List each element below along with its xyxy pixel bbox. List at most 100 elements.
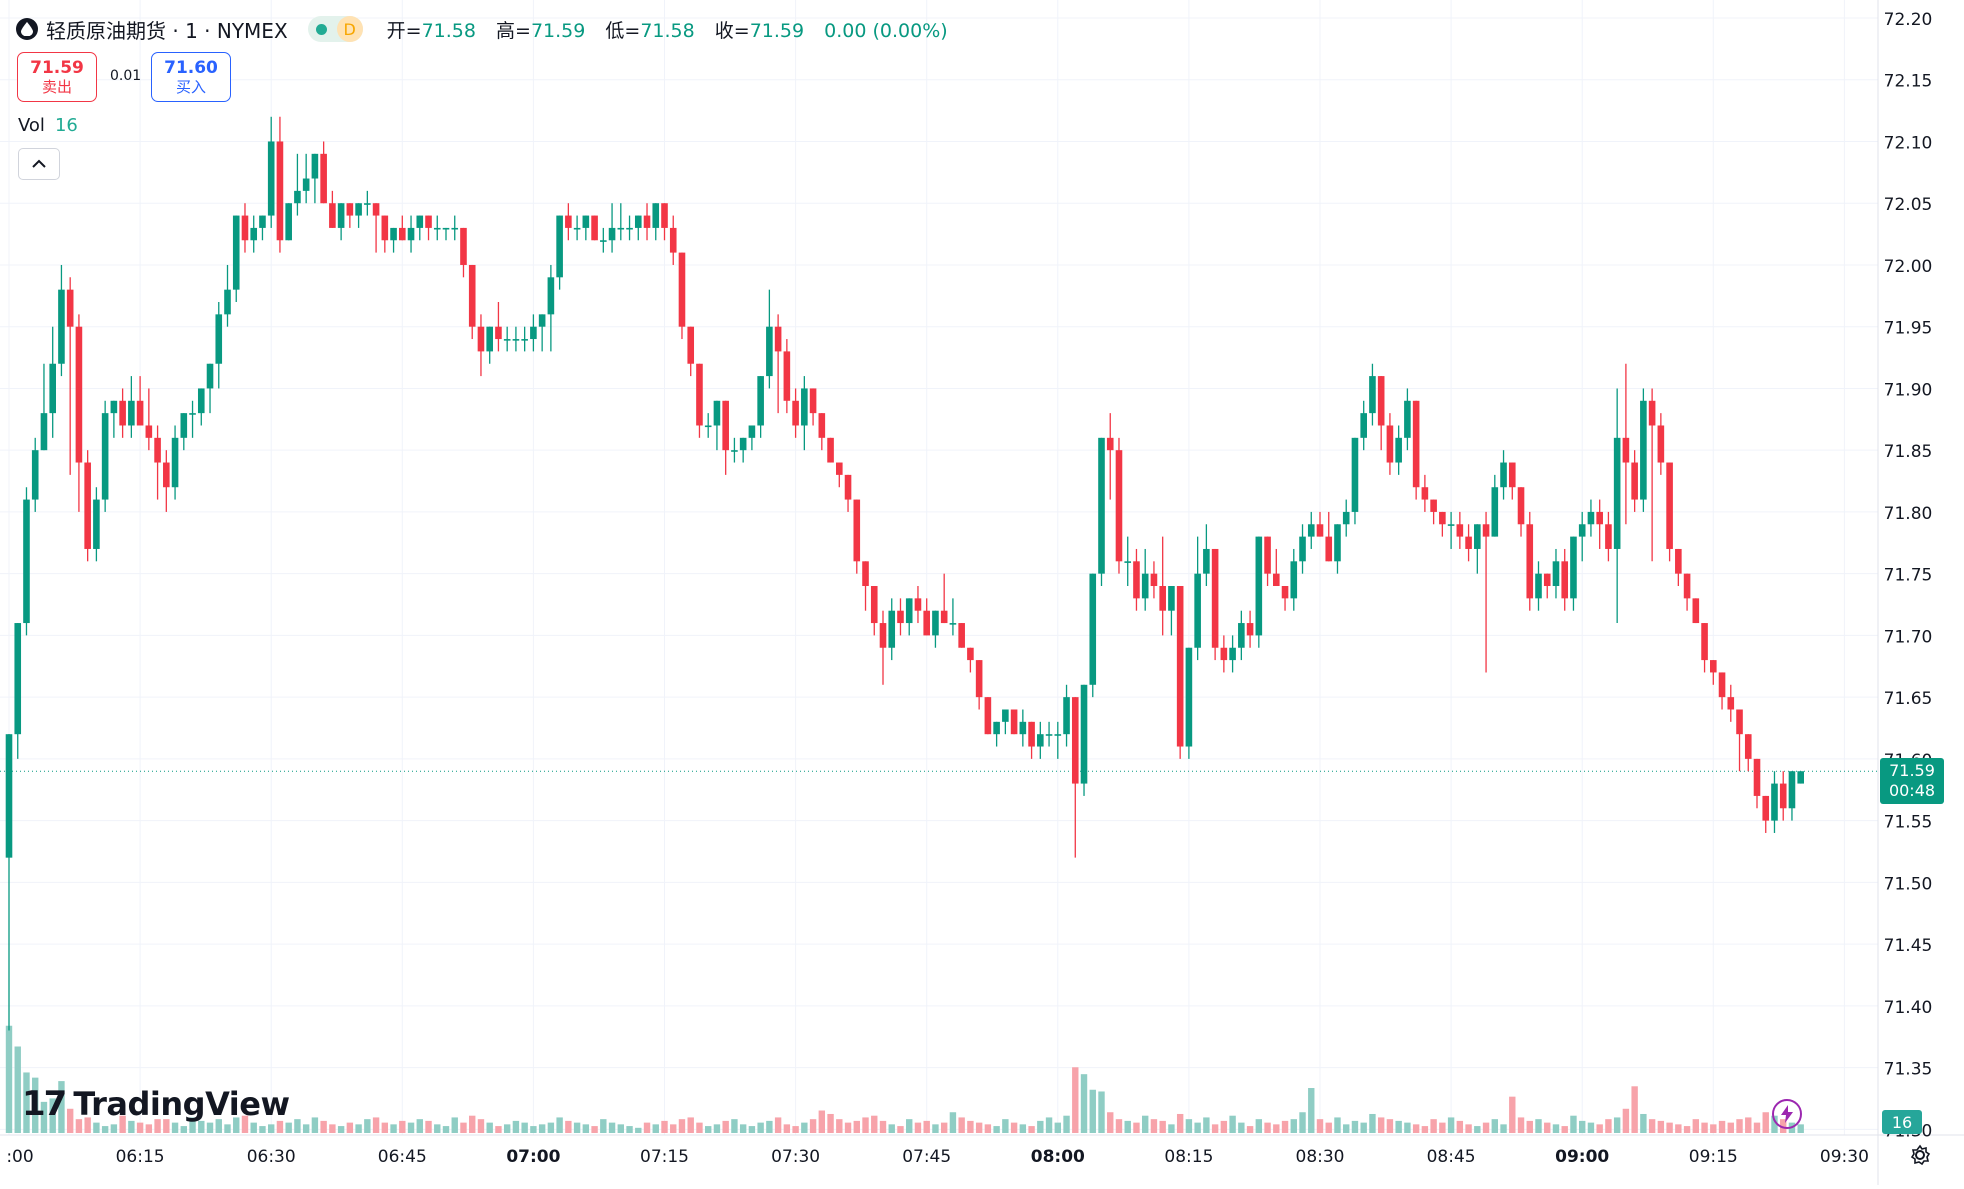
- candle-body: [1744, 734, 1752, 759]
- candle: [31, 437, 39, 512]
- candle: [696, 363, 703, 438]
- candle-body: [1010, 709, 1018, 735]
- candle: [1316, 511, 1324, 537]
- volume-bar: [1308, 1088, 1315, 1133]
- symbol-title[interactable]: 轻质原油期货 · 1 · NYMEX: [46, 18, 288, 43]
- candle-body: [1395, 437, 1402, 463]
- candle: [1474, 524, 1481, 574]
- candle-body: [1561, 561, 1569, 599]
- volume-bar: [1579, 1120, 1586, 1133]
- volume-legend[interactable]: Vol 16: [18, 115, 78, 136]
- volume-bar: [469, 1115, 476, 1133]
- candle: [1456, 511, 1464, 549]
- tradingview-logo[interactable]: 17 TradingView: [22, 1084, 290, 1124]
- volume-bar: [932, 1124, 939, 1133]
- volume-bar: [1159, 1120, 1166, 1133]
- volume-bar: [1771, 1115, 1778, 1133]
- candle: [538, 314, 546, 352]
- oil-drop-icon[interactable]: [16, 18, 38, 40]
- sell-button[interactable]: 71.59 卖出: [17, 52, 97, 102]
- candle-body: [232, 215, 240, 290]
- candle-body: [84, 462, 91, 549]
- volume-bar: [871, 1115, 878, 1133]
- volume-bar: [1596, 1124, 1603, 1133]
- candle: [1648, 388, 1656, 562]
- candle-body: [634, 215, 642, 228]
- collapse-legend-button[interactable]: [18, 148, 60, 180]
- candle: [766, 289, 773, 389]
- volume-bar: [1045, 1117, 1053, 1133]
- candle-body: [1037, 734, 1044, 747]
- volume-bar: [1360, 1122, 1367, 1133]
- buy-button[interactable]: 71.60 买入: [151, 52, 231, 102]
- candle-body: [399, 227, 406, 241]
- volume-bar: [1648, 1119, 1656, 1133]
- price-tick-label: 71.75: [1884, 566, 1933, 586]
- volume-bar: [906, 1119, 913, 1133]
- candle-body: [556, 215, 563, 278]
- candle: [1054, 721, 1062, 759]
- volume-bar: [801, 1122, 808, 1133]
- volume-bar: [1675, 1124, 1682, 1133]
- candle: [1500, 450, 1507, 500]
- candle: [1701, 623, 1708, 673]
- buy-price: 71.60: [164, 58, 218, 78]
- candle-body: [1535, 573, 1542, 599]
- volume-bar: [163, 1119, 170, 1133]
- candle: [530, 314, 537, 352]
- candle: [1640, 388, 1647, 512]
- candle-body: [93, 499, 100, 549]
- volume-bar: [503, 1124, 511, 1133]
- volume-bar: [1500, 1124, 1507, 1133]
- high-value: 71.59: [530, 19, 586, 42]
- candle: [1351, 437, 1359, 525]
- volume-bar: [171, 1122, 179, 1133]
- candle: [241, 203, 249, 253]
- volume-bar: [145, 1124, 153, 1133]
- candle: [1325, 511, 1333, 562]
- candle-body: [591, 215, 598, 241]
- candle: [93, 487, 100, 562]
- volume-bar: [1281, 1120, 1289, 1133]
- volume-bar: [949, 1112, 957, 1133]
- candle: [425, 215, 432, 241]
- volume-bar: [1797, 1124, 1804, 1133]
- price-tick-label: 72.15: [1884, 72, 1933, 92]
- ohlc-values: 开=71.58 高=71.59 低=71.58 收=71.59 0.00 (0.…: [387, 16, 948, 43]
- candle-body: [512, 339, 520, 341]
- candle: [704, 413, 712, 438]
- candle: [145, 388, 153, 451]
- time-tick-label: 07:30: [771, 1147, 820, 1167]
- volume-bar: [460, 1122, 467, 1133]
- time-tick-label: 08:15: [1164, 1147, 1213, 1167]
- volume-bar: [390, 1124, 397, 1133]
- candle: [215, 302, 223, 389]
- market-status-badge[interactable]: D: [307, 16, 363, 42]
- lightning-icon[interactable]: [1772, 1099, 1802, 1129]
- gear-icon[interactable]: [1908, 1143, 1932, 1167]
- candle: [1744, 734, 1752, 772]
- price-tick-label: 71.40: [1884, 998, 1933, 1018]
- volume-bar: [1491, 1119, 1498, 1133]
- volume-bar: [678, 1119, 686, 1133]
- volume-bar: [608, 1122, 616, 1133]
- candle: [451, 215, 459, 241]
- candle-body: [224, 289, 231, 315]
- candle-body: [1613, 437, 1621, 549]
- volume-bar: [1404, 1122, 1411, 1133]
- volume-bar: [1107, 1112, 1114, 1133]
- candle: [154, 425, 161, 500]
- candle-body: [477, 326, 485, 352]
- candle-body: [1290, 561, 1298, 599]
- candle-body: [1377, 376, 1385, 426]
- sell-price: 71.59: [30, 58, 84, 78]
- candle: [1264, 536, 1271, 587]
- candle-body: [748, 425, 756, 438]
- volume-bar: [1299, 1112, 1306, 1133]
- price-tick-label: 71.90: [1884, 380, 1933, 400]
- candle: [1203, 524, 1210, 587]
- candle: [879, 610, 887, 685]
- candle: [346, 203, 354, 228]
